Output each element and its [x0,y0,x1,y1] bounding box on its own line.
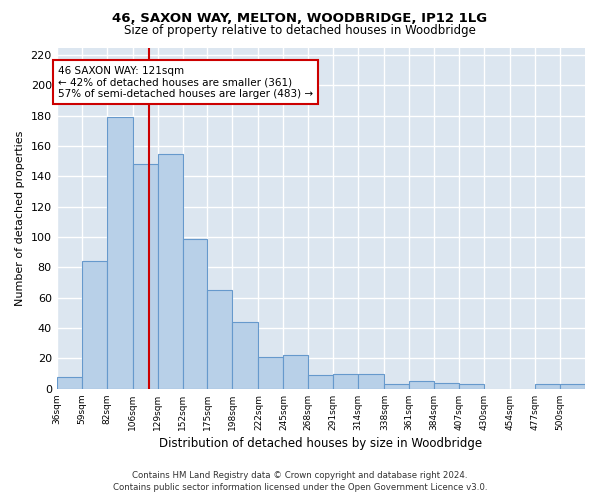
Bar [259,357,283,389]
Text: 46 SAXON WAY: 121sqm
← 42% of detached houses are smaller (361)
57% of semi-deta: 46 SAXON WAY: 121sqm ← 42% of detached h… [58,66,313,99]
Bar [107,118,133,389]
Bar [358,374,384,389]
Bar [158,154,182,389]
Bar [334,374,358,389]
Bar [182,238,208,389]
Bar [232,322,259,389]
X-axis label: Distribution of detached houses by size in Woodbridge: Distribution of detached houses by size … [159,437,482,450]
Bar [434,383,459,389]
Bar [208,290,232,389]
Bar [308,375,334,389]
Bar [560,384,585,389]
Bar [459,384,484,389]
Bar [384,384,409,389]
Y-axis label: Number of detached properties: Number of detached properties [15,130,25,306]
Bar [56,376,82,389]
Text: Size of property relative to detached houses in Woodbridge: Size of property relative to detached ho… [124,24,476,37]
Text: Contains HM Land Registry data © Crown copyright and database right 2024.
Contai: Contains HM Land Registry data © Crown c… [113,471,487,492]
Bar [283,356,308,389]
Bar [133,164,158,389]
Bar [535,384,560,389]
Bar [82,262,107,389]
Text: 46, SAXON WAY, MELTON, WOODBRIDGE, IP12 1LG: 46, SAXON WAY, MELTON, WOODBRIDGE, IP12 … [112,12,488,26]
Bar [409,381,434,389]
